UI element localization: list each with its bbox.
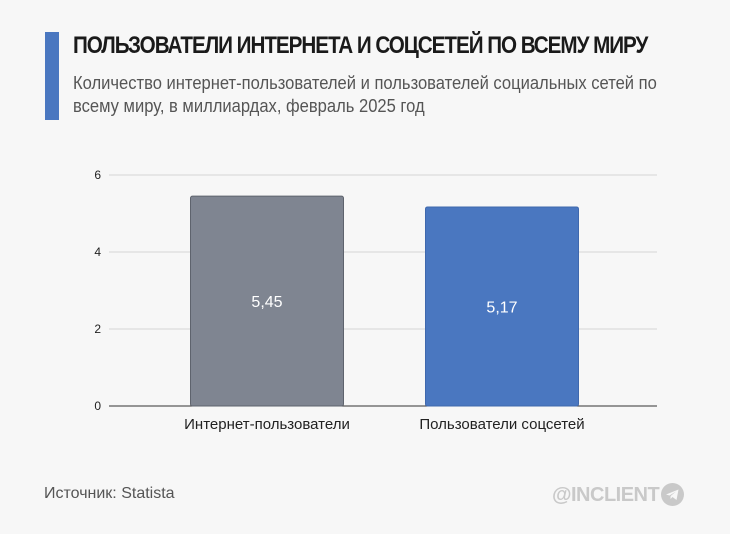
y-tick-label: 2 (94, 322, 101, 336)
x-tick-label: Пользователи соцсетей (419, 416, 584, 433)
source-note: Источник: Statista (44, 485, 175, 502)
telegram-icon[interactable] (661, 483, 684, 506)
x-tick-label: Интернет-пользователи (184, 416, 350, 433)
bar-1 (190, 195, 344, 407)
chart-subtitle: Количество интернет-пользователей и поль… (73, 73, 657, 116)
data-label: 5,45 (251, 294, 282, 311)
accent-bar (45, 32, 59, 120)
y-tick-label: 4 (94, 245, 101, 259)
chart-title: ПОЛЬЗОВАТЕЛИ ИНТЕРНЕТА И СОЦСЕТЕЙ ПО ВСЕ… (73, 32, 648, 59)
y-tick-label: 6 (94, 168, 101, 182)
y-tick-label: 0 (94, 399, 101, 413)
bar-2 (425, 206, 579, 407)
brand-logo: @INCLIENT (552, 484, 660, 506)
data-label: 5,17 (486, 299, 517, 316)
